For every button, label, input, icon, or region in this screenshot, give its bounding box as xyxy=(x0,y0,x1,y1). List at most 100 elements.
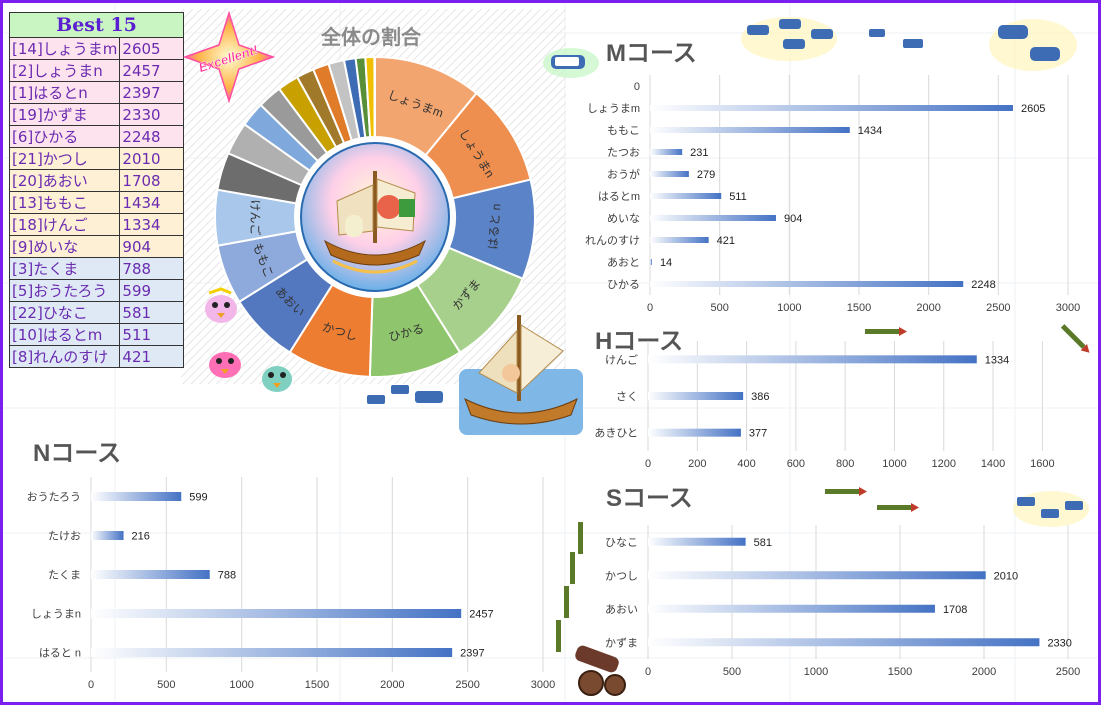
best-row-score: 1434 xyxy=(119,191,184,214)
best-table-title: Best 15 xyxy=(9,12,184,38)
category-label: かずま xyxy=(605,636,638,649)
best-row-name: [3]たくま xyxy=(8,257,121,280)
bar xyxy=(648,537,746,546)
x-tick-label: 1500 xyxy=(847,302,871,314)
note-rocket-pair-icon xyxy=(989,19,1077,71)
best-row-name: [2]しょうまn xyxy=(8,59,121,82)
data-label: 386 xyxy=(751,391,769,403)
category-label: あおい xyxy=(605,603,638,616)
bar xyxy=(91,531,124,540)
best-table-row: [13]ももこ 1434 xyxy=(8,191,184,214)
best-row-score: 2010 xyxy=(119,147,184,170)
best-table-row: [14]しょうまm 2605 xyxy=(8,37,184,60)
x-tick-label: 2500 xyxy=(1056,666,1080,678)
data-label: 14 xyxy=(660,257,672,269)
best-row-score: 1334 xyxy=(119,213,184,236)
best-table-row: [8]れんのすけ 421 xyxy=(8,345,184,368)
category-label: ももこ xyxy=(607,124,640,137)
data-label: 599 xyxy=(189,492,207,504)
best-row-score: 1708 xyxy=(119,169,184,192)
x-tick-label: 1600 xyxy=(1030,458,1054,470)
best-row-name: [14]しょうまm xyxy=(8,37,121,60)
pie-slice xyxy=(373,55,376,139)
data-label: 788 xyxy=(218,570,236,582)
best-15-table: Best 15 [14]しょうまm 2605 [2]しょうまn 2457 [1]はるとn… xyxy=(8,12,184,368)
best-row-name: [5]おうたろう xyxy=(8,279,121,302)
category-label: さく xyxy=(616,390,638,403)
category-label: かつし xyxy=(605,569,638,582)
best-row-score: 2397 xyxy=(119,81,184,104)
excellent-star-badge: Excellent! xyxy=(183,11,275,103)
best-row-score: 511 xyxy=(119,323,184,346)
note-rocket-icon xyxy=(543,48,599,78)
x-tick-label: 1000 xyxy=(777,302,801,314)
best-row-name: [13]ももこ xyxy=(8,191,121,214)
missile-icon-3 xyxy=(877,503,919,512)
data-label: 581 xyxy=(754,537,772,549)
m-course-chart: 0 500 1000 1500 2000 2500 3000 0 しょうまm 2605 ももこ 143… xyxy=(585,75,1080,314)
category-label: たつお xyxy=(607,146,640,159)
bar xyxy=(650,259,652,265)
best-table-row: [18]けんご 1334 xyxy=(8,213,184,236)
missile-icon-2 xyxy=(825,487,867,496)
best-row-name: [10]はるとm xyxy=(8,323,121,346)
category-label: あおと xyxy=(607,256,640,269)
bar xyxy=(91,609,462,618)
best-row-score: 2605 xyxy=(119,37,184,60)
best-row-name: [6]ひかる xyxy=(8,125,121,148)
bar xyxy=(648,638,1040,647)
x-tick-label: 600 xyxy=(787,458,805,470)
x-tick-label: 1200 xyxy=(932,458,956,470)
best-row-name: [19]かずま xyxy=(8,103,121,126)
category-label: ひかる xyxy=(607,278,640,291)
best-table-header: Best 15 xyxy=(9,12,184,38)
data-label: 231 xyxy=(690,147,708,159)
category-label: めいな xyxy=(607,212,640,225)
bar xyxy=(648,355,977,364)
x-tick-label: 200 xyxy=(688,458,706,470)
best-row-name: [9]めいな xyxy=(8,235,121,258)
x-tick-label: 0 xyxy=(645,458,651,470)
n-course-title: Nコース xyxy=(33,440,122,467)
data-label: 216 xyxy=(132,531,150,543)
x-tick-label: 500 xyxy=(723,666,741,678)
data-label: 2397 xyxy=(460,648,484,660)
note-rocket-group-icon xyxy=(741,17,837,61)
data-label: 1708 xyxy=(943,604,967,616)
x-tick-label: 500 xyxy=(710,302,728,314)
best-table-row: [1]はるとn 2397 xyxy=(8,81,184,104)
category-label: おうが xyxy=(607,167,640,181)
best-table-row: [5]おうたろう 599 xyxy=(8,279,184,302)
chick-icon-pink xyxy=(209,352,241,378)
x-tick-label: 1400 xyxy=(981,458,1005,470)
x-tick-label: 400 xyxy=(737,458,755,470)
ship-icon xyxy=(323,171,427,274)
best-table-row: [6]ひかる 2248 xyxy=(8,125,184,148)
x-tick-label: 2000 xyxy=(972,666,996,678)
pie-chart-title: 全体の割合 xyxy=(321,27,421,49)
pie-slice-label: はると n xyxy=(486,203,504,250)
s-course-title: Sコース xyxy=(606,485,693,512)
best-table-row: [10]はるとm 511 xyxy=(8,323,184,346)
data-label: 2330 xyxy=(1047,637,1071,649)
data-label: 279 xyxy=(697,169,715,181)
x-tick-label: 3000 xyxy=(531,679,555,691)
bar xyxy=(648,604,935,613)
x-tick-label: 1000 xyxy=(229,679,253,691)
sailboat-picture xyxy=(459,315,583,435)
bar xyxy=(650,193,722,199)
missile-stack-icon xyxy=(556,522,583,652)
data-label: 421 xyxy=(717,235,735,247)
x-tick-label: 3000 xyxy=(1056,302,1080,314)
category-label: はると n xyxy=(39,647,81,660)
best-row-score: 788 xyxy=(119,257,184,280)
missile-icon xyxy=(865,327,907,336)
cannon-icon xyxy=(575,645,626,696)
x-tick-label: 1000 xyxy=(804,666,828,678)
bar xyxy=(91,570,210,579)
missile-icon-4 xyxy=(1060,324,1090,353)
category-label: あきひと xyxy=(594,427,638,440)
best-table-row: [21]かつし 2010 xyxy=(8,147,184,170)
data-label: 2457 xyxy=(469,609,493,621)
